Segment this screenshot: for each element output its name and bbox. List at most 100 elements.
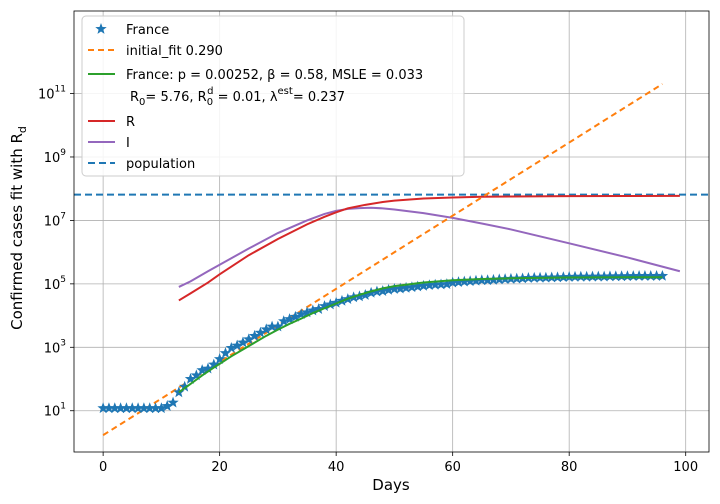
data-point	[586, 270, 599, 282]
data-point	[149, 402, 162, 414]
data-point	[283, 313, 296, 324]
series-fit	[178, 276, 663, 394]
data-point	[639, 270, 651, 281]
data-point	[592, 270, 605, 282]
data-point	[441, 278, 453, 289]
data-point	[575, 270, 587, 282]
x-axis-label: Days	[372, 476, 410, 494]
legend-label: R	[126, 115, 135, 130]
data-point	[155, 402, 168, 414]
legend-fit-line2: R0= 5.76, R0d = 0.01, λest= 0.237	[130, 86, 345, 108]
y-tick-label: 103	[44, 338, 66, 356]
plot-frame	[73, 10, 710, 453]
data-point	[464, 275, 476, 287]
data-point	[225, 342, 237, 353]
data-point	[219, 347, 232, 359]
data-point	[295, 308, 307, 320]
legend-lambda-sup: est	[278, 86, 293, 97]
legend-rd-sup: d	[207, 86, 213, 97]
data-point	[167, 396, 179, 408]
data-point	[289, 310, 302, 322]
data-point	[645, 269, 657, 281]
data-point	[266, 320, 278, 332]
data-point	[417, 279, 430, 291]
data-point	[278, 315, 290, 327]
legend-r0-sub: 0	[139, 97, 145, 108]
legend-lambda-value: = 0.237	[293, 90, 345, 105]
data-point	[330, 296, 342, 308]
data-point	[120, 402, 133, 414]
data-point	[202, 362, 214, 374]
data-point	[272, 320, 284, 332]
data-point	[97, 402, 109, 414]
data-point	[650, 269, 663, 281]
data-point	[254, 326, 267, 338]
data-point	[388, 283, 401, 294]
x-tick-label: 20	[211, 460, 228, 475]
legend-lambda: λ	[270, 90, 278, 105]
data-point	[184, 373, 197, 384]
y-tick-label: 1011	[38, 85, 66, 103]
data-point	[190, 369, 203, 381]
data-point	[412, 280, 424, 292]
data-point	[598, 270, 610, 282]
data-point	[318, 300, 331, 311]
data-point	[371, 285, 383, 297]
data-point	[406, 281, 418, 293]
data-point	[458, 275, 471, 287]
data-point	[621, 270, 634, 282]
data-point	[208, 358, 220, 370]
y-axis-label: Confirmed cases fit with Rd	[8, 126, 29, 330]
plot-area	[74, 83, 709, 436]
data-point	[394, 282, 406, 294]
data-point	[138, 402, 150, 414]
data-point	[627, 270, 639, 281]
data-point	[656, 269, 669, 281]
data-point	[429, 278, 441, 290]
data-point	[569, 270, 581, 282]
data-point	[359, 288, 371, 300]
y-axis-label-text: Confirmed cases fit with R	[8, 133, 26, 330]
x-tick-label: 80	[561, 460, 578, 475]
data-point	[610, 270, 622, 282]
data-point	[213, 353, 226, 364]
legend-label: France	[126, 23, 169, 38]
legend-r0: R	[130, 90, 139, 105]
data-point	[580, 270, 593, 282]
series-I	[178, 206, 681, 288]
data-point	[382, 283, 395, 295]
data-point	[604, 270, 616, 282]
x-tick-label: 60	[444, 460, 461, 475]
y-tick-label: 109	[44, 148, 67, 166]
data-point	[126, 402, 138, 414]
data-point	[196, 364, 208, 376]
data-point	[114, 402, 127, 414]
data-point	[144, 402, 156, 414]
data-point	[161, 400, 173, 411]
data-point	[301, 306, 313, 318]
legend-r0-value: = 5.76,	[145, 90, 197, 105]
data-point	[312, 303, 325, 314]
legend-rd-value: = 0.01,	[213, 90, 269, 105]
data-point	[248, 329, 261, 341]
data-point	[237, 336, 249, 348]
data-point	[307, 304, 319, 316]
x-tick-label: 0	[99, 460, 107, 475]
data-point	[633, 270, 645, 281]
legend-label: population	[126, 157, 195, 172]
legend-label: initial_fit 0.290	[126, 44, 223, 59]
legend-rd-sub: 0	[207, 97, 213, 108]
data-point	[446, 276, 459, 288]
data-point	[132, 402, 144, 414]
data-point	[109, 402, 121, 414]
legend-label: I	[126, 136, 130, 151]
legend-box	[81, 15, 465, 177]
y-axis-label-subscript: d	[16, 126, 29, 133]
legend-marker	[95, 23, 107, 34]
data-point	[615, 270, 628, 282]
data-point	[563, 270, 575, 282]
series-R	[178, 194, 680, 302]
data-point	[452, 276, 465, 288]
x-tick-label: 100	[673, 460, 698, 475]
